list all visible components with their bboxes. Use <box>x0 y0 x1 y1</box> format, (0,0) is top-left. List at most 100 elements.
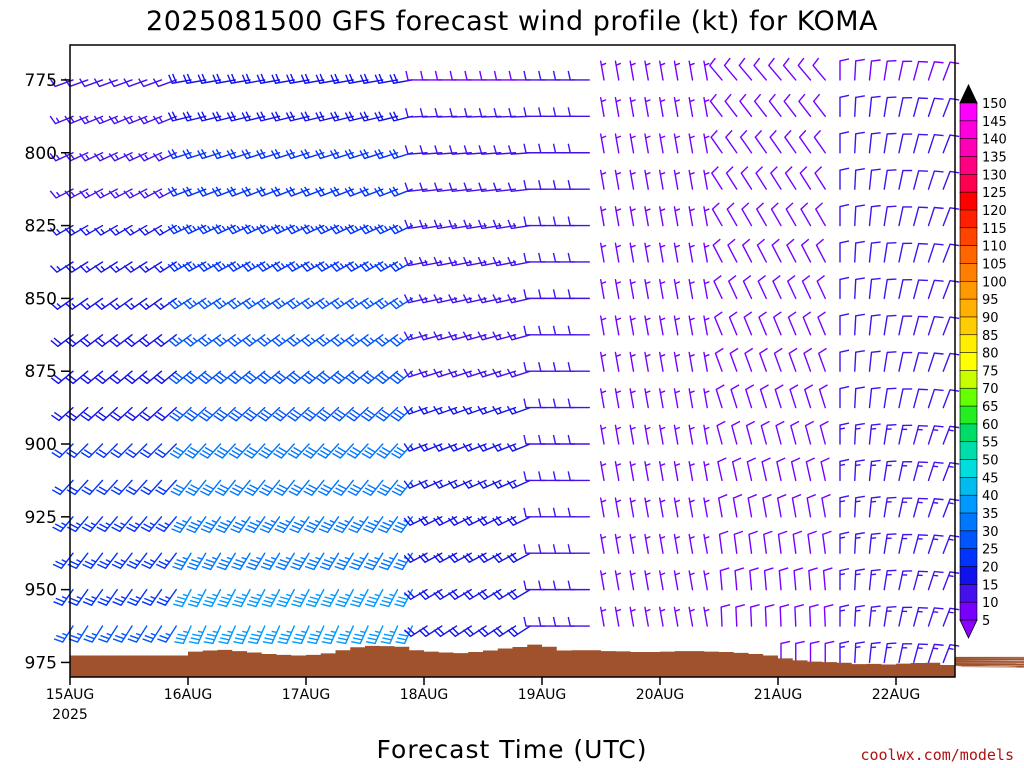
wind-barb <box>96 516 118 533</box>
wind-barb <box>95 443 118 459</box>
wind-barb <box>364 588 384 608</box>
wind-barb <box>227 370 251 385</box>
wind-barb <box>868 641 881 664</box>
wind-barb <box>365 625 384 645</box>
wind-barb <box>898 424 913 445</box>
wind-barb <box>745 384 755 409</box>
wind-barb <box>167 111 192 122</box>
wind-barb <box>734 567 745 591</box>
wind-barb <box>600 497 607 518</box>
wind-barb <box>124 334 148 348</box>
wind-barb <box>770 166 782 190</box>
wind-barb <box>913 279 928 300</box>
wind-barb <box>711 166 723 190</box>
wind-barb <box>389 370 413 385</box>
wind-barb <box>229 479 251 496</box>
y-tick-label: 900 <box>25 435 57 455</box>
wind-barb <box>202 588 222 608</box>
wind-barb <box>108 188 133 199</box>
wind-barb <box>790 457 801 482</box>
wind-barb <box>344 186 369 197</box>
wind-barb <box>795 640 805 664</box>
wind-barb <box>492 294 517 304</box>
wind-barb <box>659 242 666 263</box>
wind-barb <box>94 261 118 273</box>
wind-barb <box>82 552 104 569</box>
wind-barb <box>742 274 753 300</box>
wind-barb <box>94 334 118 348</box>
wind-barb <box>749 567 759 591</box>
wind-barb <box>66 479 89 496</box>
wind-barb <box>173 588 192 608</box>
wind-barb <box>898 242 913 263</box>
wind-barb <box>211 186 236 197</box>
wind-barb <box>883 205 897 227</box>
colorbar-segment <box>959 441 978 461</box>
wind-barb <box>333 516 354 534</box>
wind-barb <box>673 606 681 627</box>
colorbar-segment <box>959 405 978 425</box>
wind-barb <box>374 111 399 122</box>
wind-barb <box>788 347 798 372</box>
wind-barb <box>271 370 295 385</box>
wind-barb <box>243 443 266 459</box>
wind-barb <box>109 370 133 385</box>
wind-barb <box>391 443 413 459</box>
wind-barb <box>644 315 651 336</box>
wind-barb <box>659 278 666 300</box>
wind-barb <box>245 552 266 571</box>
wind-barb <box>404 145 428 155</box>
wind-barb <box>404 219 428 230</box>
wind-barb <box>703 388 710 409</box>
wind-barb <box>815 202 826 227</box>
wind-barb <box>854 167 865 190</box>
wind-barb <box>214 443 236 459</box>
wind-barb <box>629 533 636 554</box>
colorbar-segment <box>959 584 978 603</box>
wind-barb <box>216 552 236 571</box>
x-axis-label: Forecast Time (UTC) <box>377 735 648 764</box>
wind-barb <box>629 60 636 81</box>
wind-barb <box>913 570 928 591</box>
x-tick-label: 22AUG <box>872 687 921 703</box>
wind-barb <box>703 242 710 263</box>
wind-barb <box>868 350 881 372</box>
colorbar-label: 130 <box>982 168 1007 183</box>
wind-barb <box>301 406 325 422</box>
wind-barb <box>433 219 458 230</box>
wind-barb <box>52 552 74 569</box>
wind-barb <box>854 95 865 118</box>
wind-barb <box>776 457 786 482</box>
colorbar-label: 140 <box>982 133 1007 148</box>
wind-barb <box>839 349 850 372</box>
wind-barb <box>883 533 897 554</box>
wind-barb <box>719 567 730 591</box>
wind-barb <box>787 274 797 300</box>
wind-barb <box>567 143 590 154</box>
wind-barb <box>360 406 384 422</box>
wind-barb <box>492 256 517 267</box>
wind-barb <box>377 516 399 534</box>
wind-barb <box>394 588 413 608</box>
wind-barb <box>463 145 487 155</box>
wind-barb <box>746 457 757 482</box>
colorbar-label: 150 <box>982 97 1007 112</box>
wind-barb <box>319 552 340 571</box>
wind-barb <box>154 443 177 459</box>
colorbar-label: 65 <box>982 400 999 415</box>
wind-barb <box>688 424 695 445</box>
wind-barb <box>614 206 622 227</box>
wind-barb <box>883 496 897 518</box>
wind-barb <box>793 567 804 591</box>
wind-barb <box>506 368 531 378</box>
wind-barb <box>883 387 897 409</box>
wind-barb <box>362 479 384 496</box>
wind-barb <box>703 351 710 372</box>
wind-barb <box>659 169 666 190</box>
wind-barb <box>140 479 163 496</box>
wind-barb <box>241 73 266 84</box>
wind-barb <box>913 60 928 81</box>
wind-barb <box>839 203 850 227</box>
wind-barb <box>83 625 104 643</box>
